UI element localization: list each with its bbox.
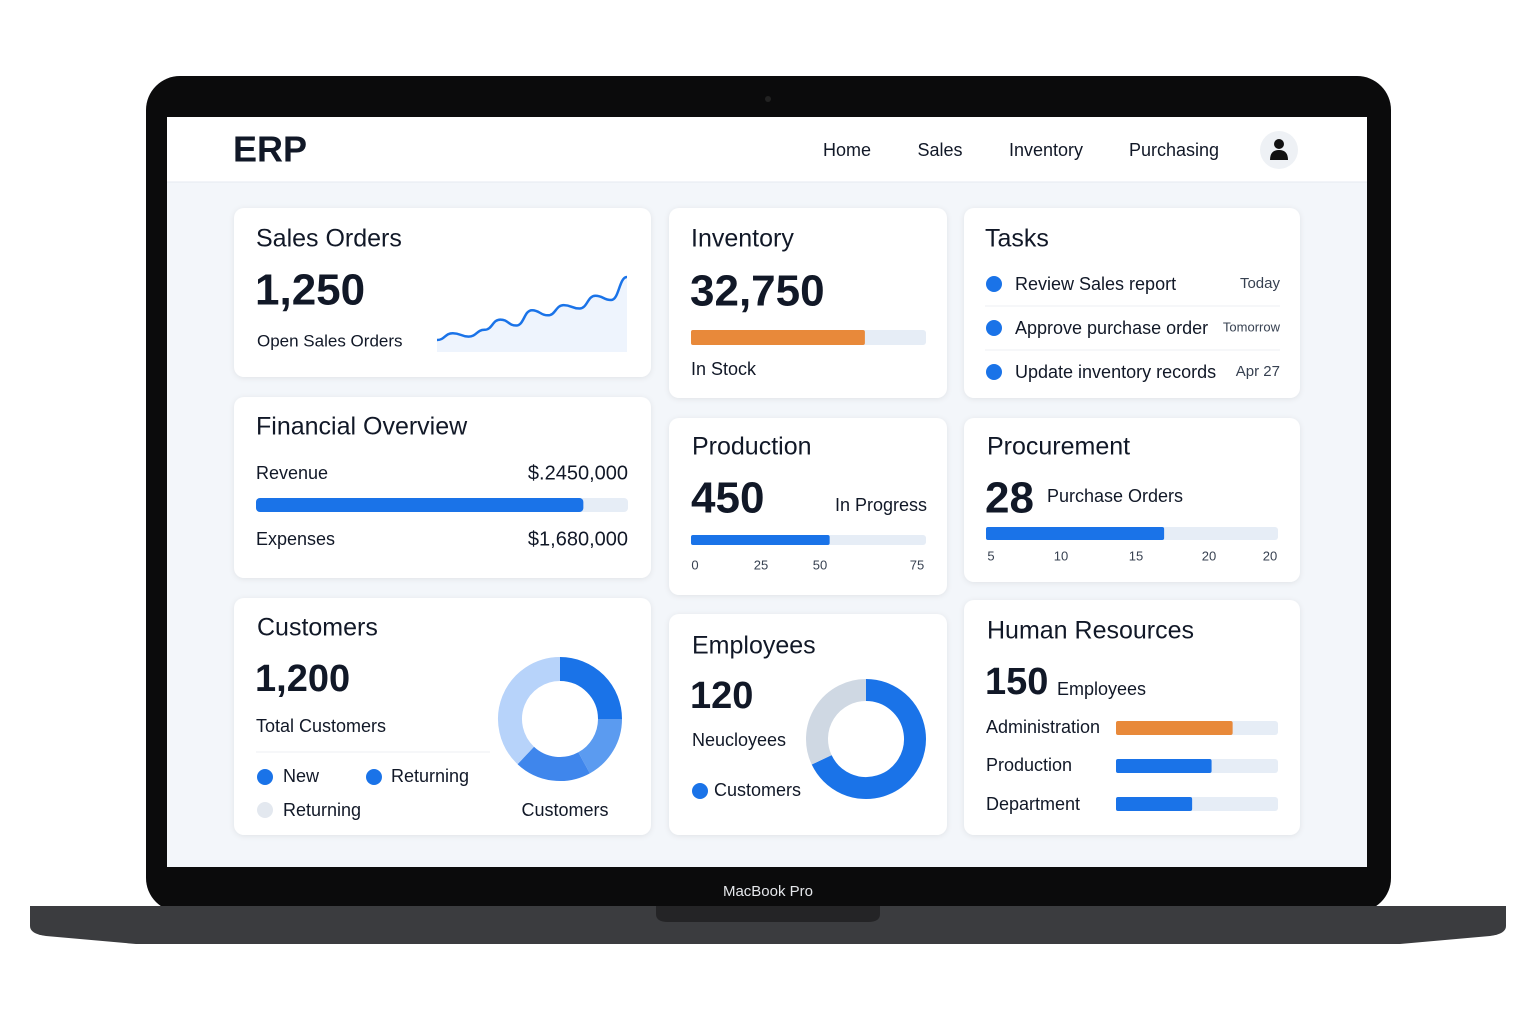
scale-label: 20 bbox=[1263, 548, 1277, 563]
progress-fill bbox=[1116, 759, 1212, 773]
progress-fill bbox=[1116, 797, 1193, 811]
task-text[interactable]: Update inventory records bbox=[1015, 362, 1216, 382]
card-title: Financial Overview bbox=[256, 413, 468, 441]
caption: Total Customers bbox=[256, 716, 386, 736]
legend-dot bbox=[257, 802, 273, 818]
card bbox=[669, 418, 947, 595]
scale-label: 10 bbox=[1054, 548, 1068, 563]
metric: 28 bbox=[985, 474, 1034, 523]
donut-segment bbox=[806, 679, 867, 765]
card bbox=[669, 208, 947, 398]
card-title: Tasks bbox=[985, 225, 1049, 253]
caption: Open Sales Orders bbox=[257, 331, 403, 350]
card-title: Production bbox=[692, 433, 812, 461]
donut-segment bbox=[498, 657, 561, 765]
metric: 32,750 bbox=[690, 267, 825, 316]
scale-label: 15 bbox=[1129, 548, 1143, 563]
task-due: Tomorrow bbox=[1223, 319, 1281, 334]
legend-label: Returning bbox=[391, 766, 469, 786]
legend-label: Customers bbox=[714, 780, 801, 800]
metric: 1,250 bbox=[255, 266, 365, 315]
card-title: Inventory bbox=[691, 225, 794, 253]
nav-link[interactable]: Inventory bbox=[1009, 140, 1083, 160]
card-title: Customers bbox=[257, 614, 378, 642]
card bbox=[964, 600, 1300, 835]
laptop-base bbox=[30, 906, 1506, 944]
card bbox=[234, 397, 651, 578]
label: Revenue bbox=[256, 463, 328, 483]
caption: In Progress bbox=[835, 495, 927, 515]
caption: Neucloyees bbox=[692, 730, 786, 750]
metric: 150 bbox=[985, 661, 1048, 703]
metric: 1,200 bbox=[255, 658, 350, 700]
metric: 450 bbox=[691, 474, 764, 523]
caption: Employees bbox=[1057, 679, 1146, 699]
task-text[interactable]: Approve purchase order bbox=[1015, 318, 1208, 338]
task-due: Today bbox=[1240, 275, 1281, 292]
card bbox=[964, 418, 1300, 582]
header-bar bbox=[167, 117, 1367, 182]
scale-label: 50 bbox=[813, 557, 827, 572]
donut-segment bbox=[517, 746, 590, 781]
chart-label: Customers bbox=[521, 800, 608, 820]
donut-segment bbox=[577, 718, 622, 774]
card-title: Human Resources bbox=[987, 617, 1194, 645]
legend-dot bbox=[257, 769, 273, 785]
nav-link[interactable]: Sales bbox=[917, 140, 962, 160]
scale-label: 75 bbox=[910, 557, 924, 572]
task-dot bbox=[986, 320, 1002, 336]
donut-segment bbox=[559, 657, 622, 720]
progress-fill bbox=[986, 527, 1165, 540]
device-label: MacBook Pro bbox=[723, 883, 813, 900]
nav-link[interactable]: Home bbox=[823, 140, 871, 160]
legend-label: New bbox=[283, 766, 320, 786]
nav-link[interactable]: Purchasing bbox=[1129, 140, 1219, 160]
donut-segment bbox=[811, 679, 926, 799]
progress-fill bbox=[691, 330, 865, 345]
scale-label: 0 bbox=[691, 557, 698, 572]
user-avatar[interactable] bbox=[1260, 131, 1298, 169]
caption: In Stock bbox=[691, 359, 757, 379]
legend-dot bbox=[692, 783, 708, 799]
camera bbox=[765, 96, 771, 102]
app-title: ERP bbox=[233, 129, 307, 170]
scale-label: 5 bbox=[987, 548, 994, 563]
scale-label: 25 bbox=[754, 557, 768, 572]
sparkline bbox=[436, 275, 628, 342]
progress-fill bbox=[691, 535, 830, 545]
legend-dot bbox=[366, 769, 382, 785]
legend-label: Returning bbox=[283, 800, 361, 820]
progress-fill bbox=[1116, 721, 1233, 735]
sparkline-area bbox=[437, 277, 627, 352]
row-label: Department bbox=[986, 794, 1080, 814]
task-text[interactable]: Review Sales report bbox=[1015, 274, 1176, 294]
amount: $1,680,000 bbox=[528, 528, 628, 550]
progress-fill bbox=[256, 498, 584, 512]
caption: Purchase Orders bbox=[1047, 486, 1183, 506]
scale-label: 20 bbox=[1202, 548, 1216, 563]
label: Expenses bbox=[256, 529, 335, 549]
task-dot bbox=[986, 276, 1002, 292]
card-title: Employees bbox=[692, 632, 816, 660]
amount: $.2450,000 bbox=[528, 462, 628, 484]
task-dot bbox=[986, 364, 1002, 380]
card-title: Procurement bbox=[987, 433, 1130, 461]
metric: 120 bbox=[690, 675, 753, 717]
row-label: Production bbox=[986, 755, 1072, 775]
row-label: Administration bbox=[986, 717, 1100, 737]
laptop-notch bbox=[656, 906, 880, 922]
card-title: Sales Orders bbox=[256, 225, 402, 253]
task-due: Apr 27 bbox=[1236, 363, 1280, 380]
